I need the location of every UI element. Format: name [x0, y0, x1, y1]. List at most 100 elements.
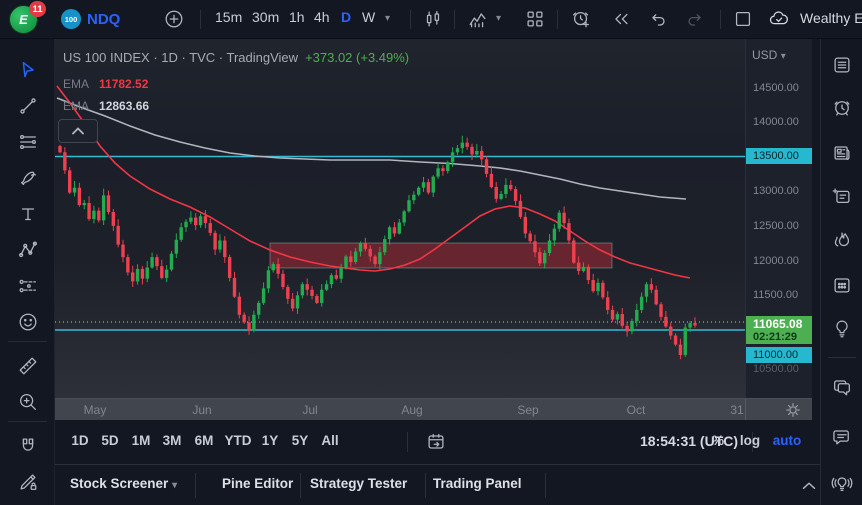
candle-body: [489, 173, 494, 188]
range-6m-button[interactable]: 6M: [194, 433, 214, 448]
screener-chevron-icon[interactable]: ▾: [172, 480, 178, 491]
candle-body: [339, 267, 343, 279]
calendar-icon[interactable]: [830, 273, 854, 297]
symbol-search-button[interactable]: NDQ: [87, 11, 121, 28]
alerts-icon[interactable]: [830, 96, 854, 120]
timeframe-4h[interactable]: 4h: [314, 9, 330, 25]
fib-retracement-tool-icon[interactable]: [15, 129, 41, 155]
timeframe-D[interactable]: D: [341, 9, 352, 25]
emoji-tool-icon[interactable]: [15, 309, 41, 335]
text-notes-icon[interactable]: [830, 184, 854, 208]
undo-icon[interactable]: [645, 7, 671, 31]
price-axis-label: 13000.00: [753, 185, 799, 197]
timeframe-30m[interactable]: 30m: [252, 9, 280, 25]
xabcd-pattern-tool-icon[interactable]: [15, 237, 41, 263]
candle-body: [261, 288, 266, 303]
timeframe-W[interactable]: W: [362, 9, 376, 25]
layout-name-label[interactable]: Wealthy E: [800, 10, 862, 26]
candle-body: [334, 275, 338, 279]
range-1m-button[interactable]: 1M: [131, 433, 151, 448]
range-1d-button[interactable]: 1D: [71, 433, 89, 448]
price-axis[interactable]: USD ▾ 14500.00 14000.00 13500.00 13000.00 12…: [745, 39, 812, 398]
candle-body: [77, 187, 82, 206]
chart-legend[interactable]: US 100 INDEX · 1D · TVC · TradingView +37…: [63, 50, 409, 65]
tab-pine-editor[interactable]: Pine Editor: [222, 476, 294, 491]
conversation-icon[interactable]: [830, 425, 854, 449]
create-alert-icon[interactable]: [568, 7, 594, 31]
legend-collapse-button[interactable]: [58, 119, 98, 143]
ruler-tool-icon[interactable]: [15, 353, 41, 379]
panel-expand-chevron-icon[interactable]: [797, 474, 821, 498]
redo-icon[interactable]: [682, 7, 708, 31]
candle-body: [436, 168, 440, 177]
timeframe-1h[interactable]: 1h: [289, 9, 305, 25]
ema-fast-line[interactable]: [56, 85, 691, 279]
text-tool-tool-icon[interactable]: [15, 201, 41, 227]
cursor-tool-icon[interactable]: [15, 57, 41, 83]
app-logo[interactable]: E 11: [9, 1, 53, 36]
price-chart[interactable]: [55, 38, 745, 398]
tab-stock-screener[interactable]: Stock Screener ▾: [70, 476, 178, 491]
indicator-label: EMA: [63, 77, 90, 91]
forecast-tool-icon[interactable]: [15, 273, 41, 299]
indicators-chevron-icon[interactable]: ▾: [496, 13, 502, 24]
trend-line-tool-icon[interactable]: [15, 93, 41, 119]
candle-body: [383, 239, 387, 253]
ema-slow-line[interactable]: [56, 97, 687, 200]
hotlists-icon[interactable]: [830, 228, 854, 252]
chart-settings-gear-icon[interactable]: [765, 400, 820, 420]
chart-canvas[interactable]: [55, 39, 745, 398]
range-all-button[interactable]: All: [321, 433, 339, 448]
toolbar-divider: [8, 341, 47, 342]
right-sidebar: [820, 39, 862, 505]
range-3m-button[interactable]: 3M: [162, 433, 182, 448]
candle-body: [184, 221, 188, 228]
streams-icon[interactable]: [830, 471, 854, 495]
candle-body: [58, 146, 62, 153]
scale-%-button[interactable]: %: [711, 433, 725, 448]
candle-body: [426, 182, 431, 193]
scale-auto-button[interactable]: auto: [772, 433, 802, 448]
clock-utc[interactable]: 18:54:31 (UTC): [640, 433, 739, 449]
range-5y-button[interactable]: 5Y: [291, 433, 309, 448]
change-value: +373.02 (+3.49%): [305, 50, 410, 65]
candle-body: [237, 296, 242, 315]
timeframe-15m[interactable]: 15m: [215, 9, 243, 25]
layout-square-icon[interactable]: [730, 7, 756, 31]
scale-log-button[interactable]: log: [739, 433, 761, 448]
range-1y-button[interactable]: 1Y: [261, 433, 279, 448]
drawing-lock-tool-icon[interactable]: [15, 469, 41, 495]
indicator-row-ema-slow[interactable]: EMA 12863.66: [63, 99, 149, 113]
ideas-icon[interactable]: [830, 316, 854, 340]
candle-body: [567, 223, 571, 241]
zoom-in-tool-icon[interactable]: [15, 389, 41, 415]
news-icon[interactable]: [830, 141, 854, 165]
candle-body: [329, 275, 334, 285]
candle-body: [591, 280, 595, 292]
layouts-grid-icon[interactable]: [522, 7, 548, 31]
chart-style-candles-icon[interactable]: [420, 7, 446, 31]
candle-body: [543, 252, 547, 264]
tab-trading-panel[interactable]: Trading Panel: [433, 476, 522, 491]
currency-dropdown[interactable]: USD ▾: [752, 48, 786, 62]
brush-tool-icon[interactable]: [15, 165, 41, 191]
indicators-icon[interactable]: [465, 7, 491, 31]
candle-body: [305, 284, 309, 290]
compare-add-icon[interactable]: [161, 7, 187, 31]
bar-replay-icon[interactable]: [608, 7, 634, 31]
range-5d-button[interactable]: 5D: [101, 433, 119, 448]
watchlist-icon[interactable]: [830, 53, 854, 77]
candle-body: [528, 233, 532, 242]
magnet-tool-icon[interactable]: [15, 433, 41, 459]
tab-strategy-tester[interactable]: Strategy Tester: [310, 476, 408, 491]
timeframe-chevron-icon[interactable]: ▾: [385, 13, 391, 24]
cloud-save-icon[interactable]: [764, 7, 794, 31]
candle-body: [286, 286, 290, 299]
candle-body: [150, 257, 154, 268]
goto-date-icon[interactable]: [423, 430, 449, 454]
range-ytd-button[interactable]: YTD: [224, 433, 252, 448]
indicator-row-ema-fast[interactable]: EMA 11782.52: [63, 77, 148, 91]
chats-icon[interactable]: [830, 375, 854, 399]
time-axis[interactable]: May Jun Jul Aug Sep Oct 31: [55, 398, 812, 421]
